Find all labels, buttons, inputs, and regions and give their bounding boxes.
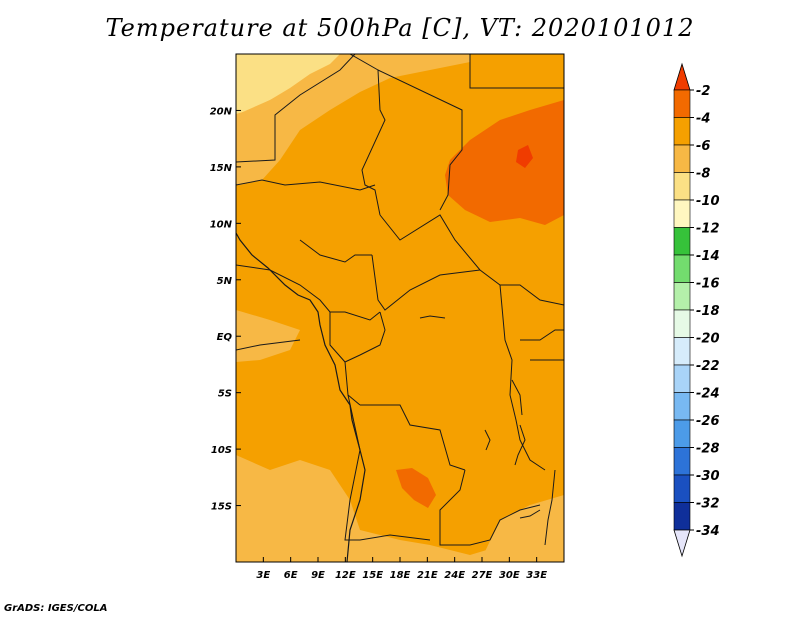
colorbar-swatch xyxy=(673,282,691,311)
lat-tick-label: 15N xyxy=(210,163,233,174)
lat-tick-label: 15S xyxy=(211,502,232,513)
temperature-field-warm-patch-ne xyxy=(516,145,533,168)
colorbar-label: -6 xyxy=(696,139,710,154)
colorbar-swatch xyxy=(673,364,691,393)
longitude-axis: 3E 6E 9E 12E 15E 18E 21E 24E 27E 30E 33E xyxy=(256,557,547,581)
colorbar: -2 -4 -6 -8 -10 -12 -14 -16 -18 -20 -22 -24 -26 -28 -3… xyxy=(673,62,720,558)
colorbar-label: -28 xyxy=(696,442,720,457)
colorbar-label: -24 xyxy=(696,387,720,402)
colorbar-label: -16 xyxy=(696,277,720,292)
colorbar-swatch xyxy=(673,144,691,173)
lat-tick-label: EQ xyxy=(217,332,233,343)
colorbar-label: -10 xyxy=(696,194,720,209)
lat-tick-label: 5N xyxy=(217,276,233,287)
colorbar-label: -34 xyxy=(696,524,720,539)
temperature-field-warm-northeast xyxy=(445,100,564,225)
colorbar-bottom-arrow xyxy=(673,529,691,558)
temperature-field-cool-north xyxy=(236,54,470,185)
lat-tick-label: 10N xyxy=(210,219,233,230)
colorbar-swatch xyxy=(673,474,691,503)
grads-credit: GrADS: IGES/COLA xyxy=(4,603,108,614)
colorbar-swatch xyxy=(673,254,691,283)
lon-tick-label: 24E xyxy=(444,570,465,581)
colorbar-label: -2 xyxy=(696,84,710,99)
lon-tick-label: 9E xyxy=(311,570,325,581)
colorbar-swatch xyxy=(673,309,691,338)
colorbar-label: -12 xyxy=(696,222,720,237)
lon-tick-label: 27E xyxy=(472,570,493,581)
lon-tick-label: 21E xyxy=(417,570,438,581)
colorbar-swatch xyxy=(673,419,691,448)
latitude-axis: 20N 15N 10N 5N EQ 5S 10S 15S xyxy=(210,106,241,513)
colorbar-swatch xyxy=(673,392,691,421)
colorbar-label: -18 xyxy=(696,304,720,319)
temperature-field-cool-nw-band xyxy=(236,85,320,165)
colorbar-top-arrow xyxy=(673,62,691,91)
colorbar-swatch xyxy=(673,227,691,256)
lon-tick-label: 6E xyxy=(284,570,298,581)
lon-tick-label: 18E xyxy=(390,570,411,581)
temperature-field-cool-west xyxy=(236,310,300,362)
colorbar-swatch xyxy=(673,117,691,146)
colorbar-label: -8 xyxy=(696,167,710,182)
lon-tick-label: 3E xyxy=(256,570,270,581)
colorbar-label: -14 xyxy=(696,249,720,264)
lon-tick-label: 15E xyxy=(362,570,383,581)
colorbar-swatch xyxy=(673,199,691,228)
lon-tick-label: 30E xyxy=(499,570,520,581)
lat-tick-label: 5S xyxy=(218,389,232,400)
temperature-field-coolest-nw xyxy=(236,54,340,114)
colorbar-swatch xyxy=(673,89,691,118)
colorbar-swatch xyxy=(673,337,691,366)
colorbar-label: -30 xyxy=(696,469,720,484)
colorbar-swatch xyxy=(673,447,691,476)
colorbar-label: -26 xyxy=(696,414,720,429)
colorbar-label: -32 xyxy=(696,497,720,512)
chart-title: Temperature at 500hPa [C], VT: 202010101… xyxy=(105,14,695,42)
temperature-field-warm-south xyxy=(396,468,436,508)
lat-tick-label: 10S xyxy=(211,445,232,456)
lon-tick-label: 33E xyxy=(526,570,547,581)
colorbar-label: -4 xyxy=(696,112,710,127)
colorbar-swatch xyxy=(673,502,691,531)
colorbar-label: -22 xyxy=(696,359,720,374)
colorbar-label: -20 xyxy=(696,332,720,347)
colorbar-swatch xyxy=(673,172,691,201)
coastline xyxy=(235,232,366,563)
temperature-field-cool-south xyxy=(236,455,564,562)
country-borders xyxy=(236,54,564,546)
lon-tick-label: 12E xyxy=(335,570,356,581)
temperature-field-cool-east-south xyxy=(480,495,564,562)
lat-tick-label: 20N xyxy=(210,106,233,117)
